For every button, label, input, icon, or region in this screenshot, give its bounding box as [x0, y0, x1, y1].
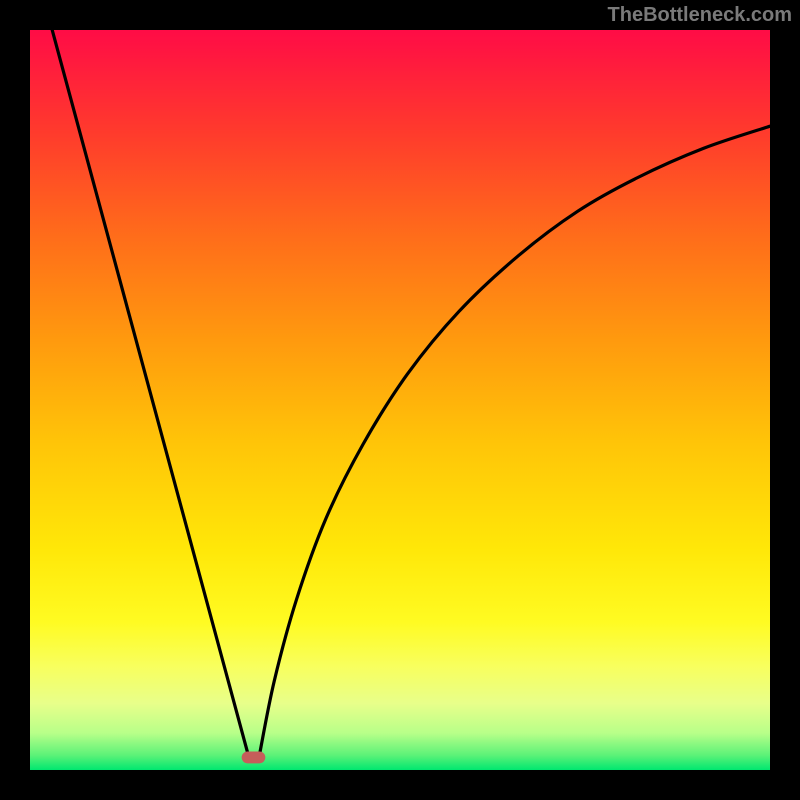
plot-svg	[30, 30, 770, 770]
watermark-text: TheBottleneck.com	[608, 4, 792, 27]
chart-container: TheBottleneck.com	[0, 0, 800, 800]
gradient-background	[30, 30, 770, 770]
minimum-marker	[242, 752, 266, 764]
plot-area	[30, 30, 770, 770]
